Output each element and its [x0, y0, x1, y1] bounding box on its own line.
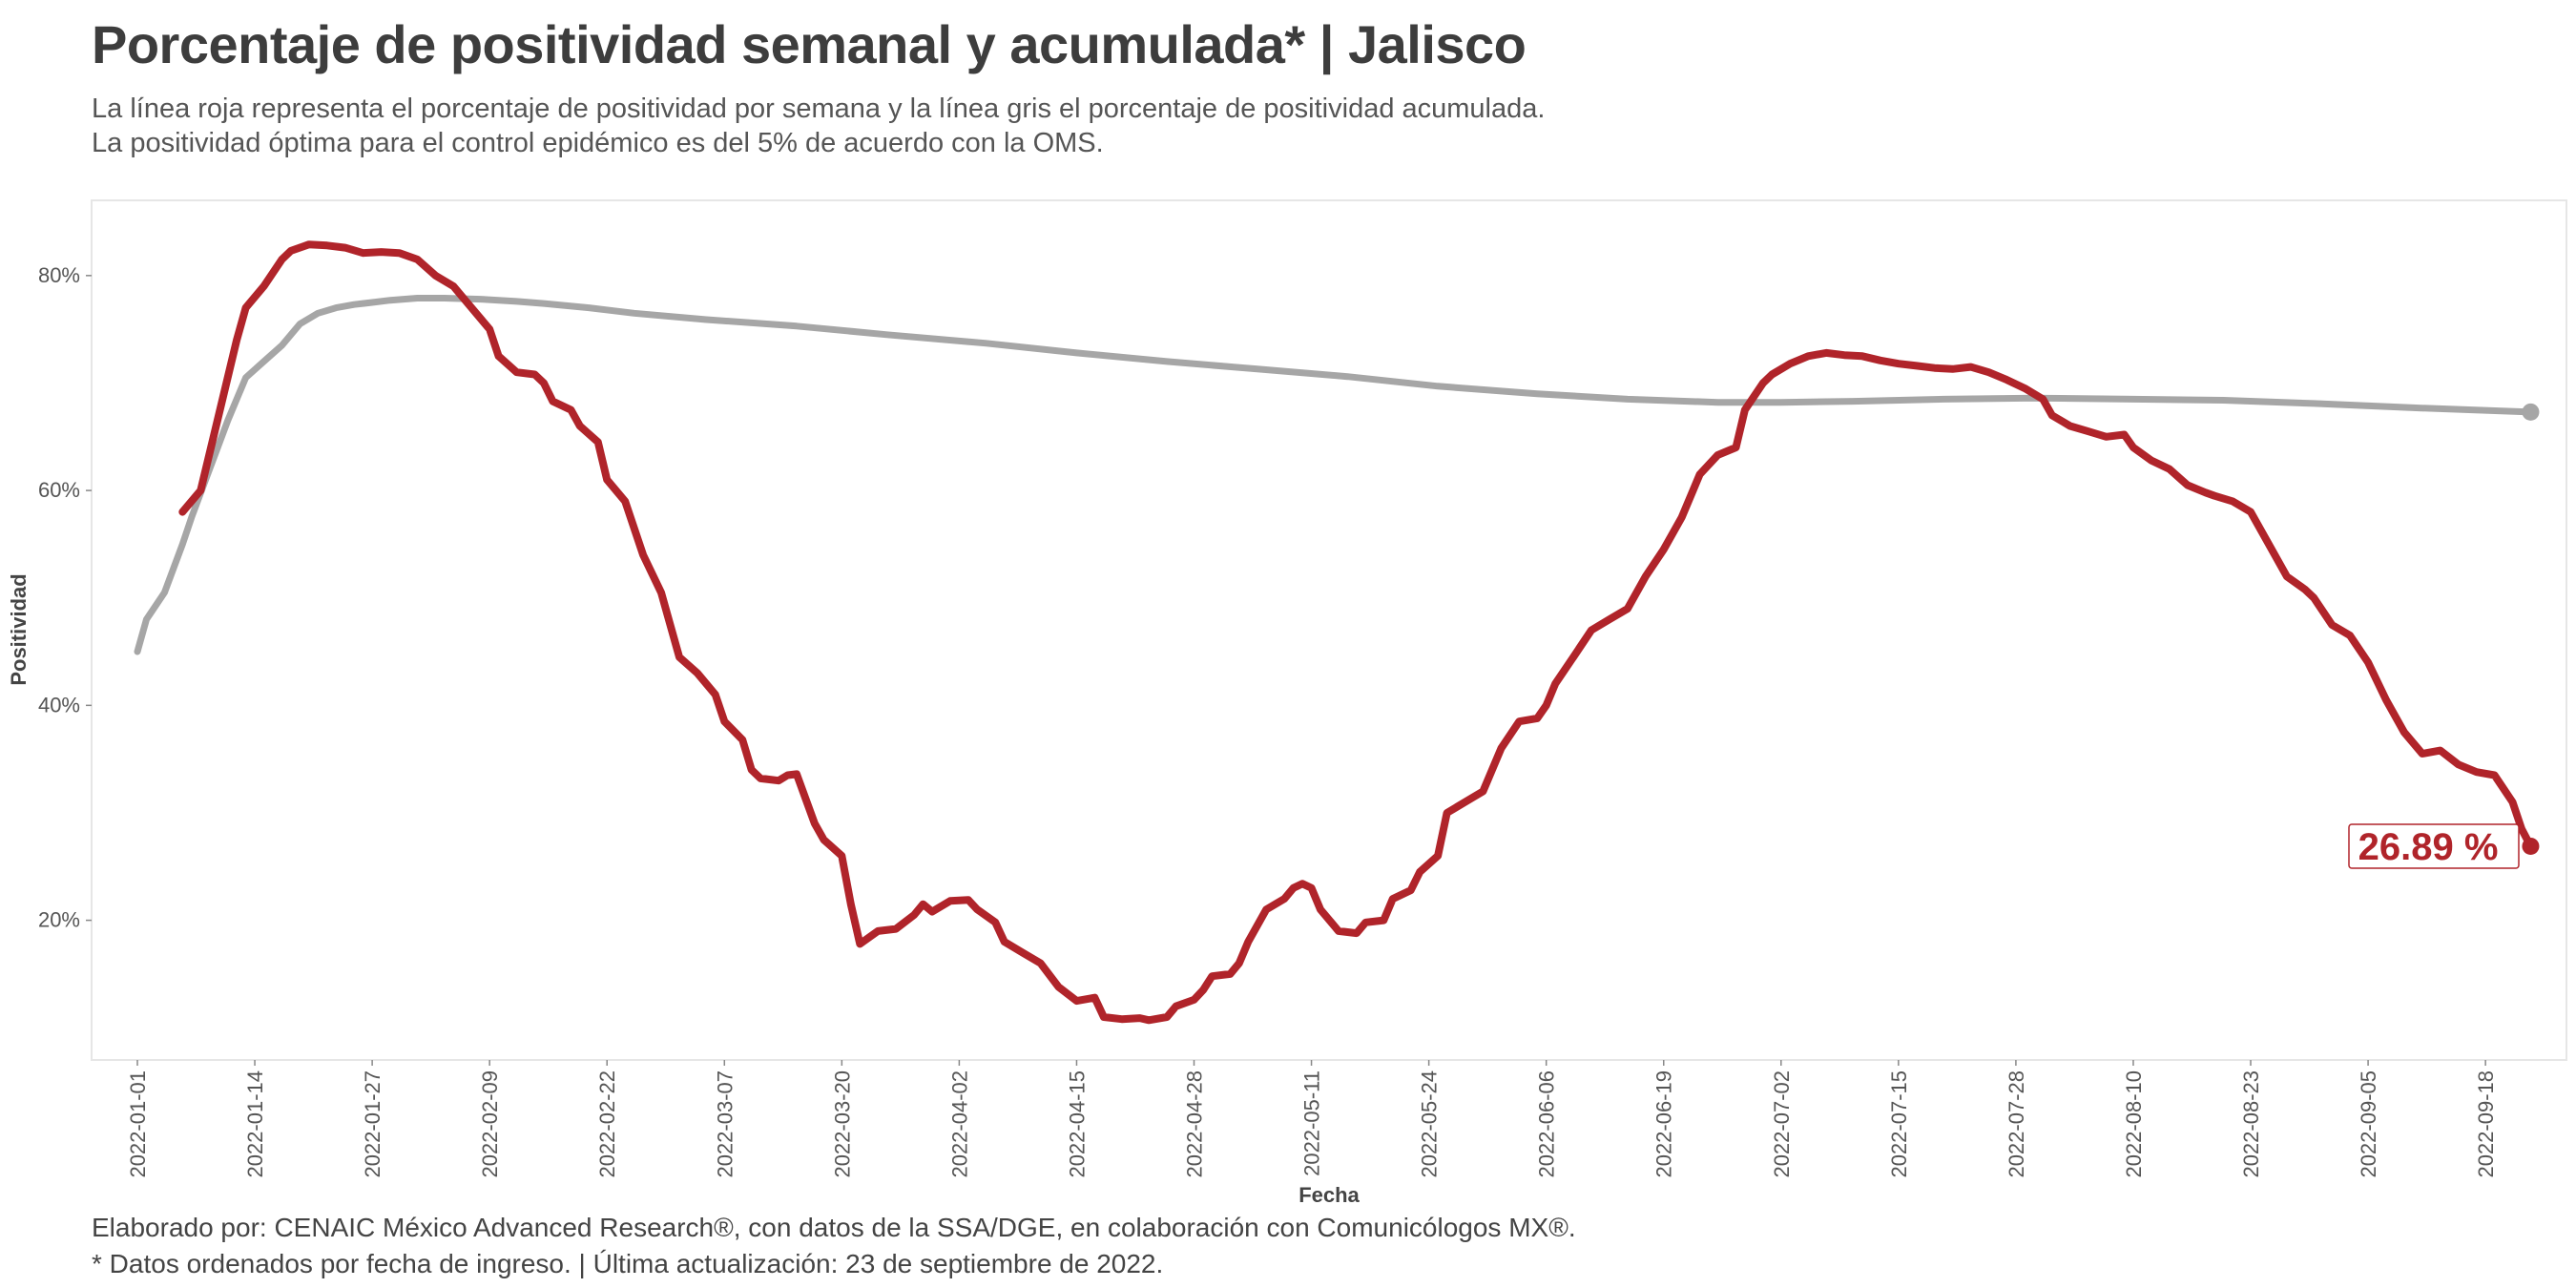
x-tick-label: 2022-06-19: [1652, 1070, 1676, 1178]
x-tick-label: 2022-07-28: [2005, 1070, 2028, 1178]
y-axis-title: Positividad: [7, 573, 31, 685]
cumulative-end-point: [2522, 403, 2540, 421]
x-tick-label: 2022-08-10: [2122, 1070, 2146, 1178]
cumulative-positivity-line: [134, 295, 2534, 655]
y-axis: 20% 40% 60% 80%: [38, 263, 92, 932]
chart-title: Porcentaje de positividad semanal y acum…: [92, 14, 1527, 74]
x-axis-title: Fecha: [1298, 1183, 1360, 1207]
weekly-end-point: [2522, 837, 2540, 855]
x-tick-label: 2022-09-18: [2474, 1070, 2498, 1178]
x-tick-label: 2022-05-11: [1300, 1070, 1324, 1176]
x-tick-label: 2022-01-14: [243, 1070, 267, 1178]
y-tick-label: 40%: [38, 693, 80, 717]
x-tick-label: 2022-02-09: [478, 1070, 502, 1178]
subtitle-line-2: La positividad óptima para el control ep…: [92, 128, 1104, 158]
x-tick-label: 2022-05-24: [1418, 1070, 1442, 1178]
y-tick-label: 60%: [38, 478, 80, 502]
series-layer: [134, 240, 2540, 1025]
x-tick-label: 2022-07-15: [1887, 1070, 1911, 1178]
caption-line-1: Elaborado por: CENAIC México Advanced Re…: [92, 1213, 1576, 1242]
end-value-label-text: 26.89 %: [2358, 826, 2499, 868]
x-tick-label: 2022-04-02: [947, 1070, 971, 1178]
x-tick-label: 2022-08-23: [2239, 1070, 2263, 1178]
weekly-positivity-line: [178, 240, 2535, 1025]
caption-line-2: * Datos ordenados por fecha de ingreso. …: [92, 1249, 1164, 1278]
x-tick-label: 2022-06-06: [1535, 1070, 1559, 1178]
x-tick-label: 2022-07-02: [1770, 1070, 1794, 1178]
subtitle-line-1: La línea roja representa el porcentaje d…: [92, 93, 1546, 124]
x-tick-label: 2022-09-05: [2357, 1070, 2380, 1178]
x-tick-label: 2022-01-27: [361, 1070, 384, 1178]
plot-panel: [91, 199, 2567, 1061]
y-tick-label: 20%: [38, 908, 80, 932]
x-axis: 2022-01-01 2022-01-14 2022-01-27 2022-02-09…: [126, 1060, 2498, 1178]
x-tick-label: 2022-02-22: [595, 1070, 619, 1178]
x-tick-label: 2022-03-20: [830, 1070, 854, 1178]
x-tick-label: 2022-03-07: [713, 1070, 737, 1178]
chart-subtitle: La línea roja representa el porcentaje d…: [92, 92, 1545, 160]
y-tick-label: 80%: [38, 263, 80, 287]
x-tick-label: 2022-04-15: [1065, 1070, 1089, 1178]
x-tick-label: 2022-04-28: [1183, 1070, 1207, 1178]
end-value-label-box: [2348, 823, 2520, 869]
x-tick-label: 2022-01-01: [126, 1070, 150, 1178]
end-value-label: 26.89 %: [2348, 823, 2520, 869]
chart-caption: Elaborado por: CENAIC México Advanced Re…: [92, 1210, 1576, 1282]
